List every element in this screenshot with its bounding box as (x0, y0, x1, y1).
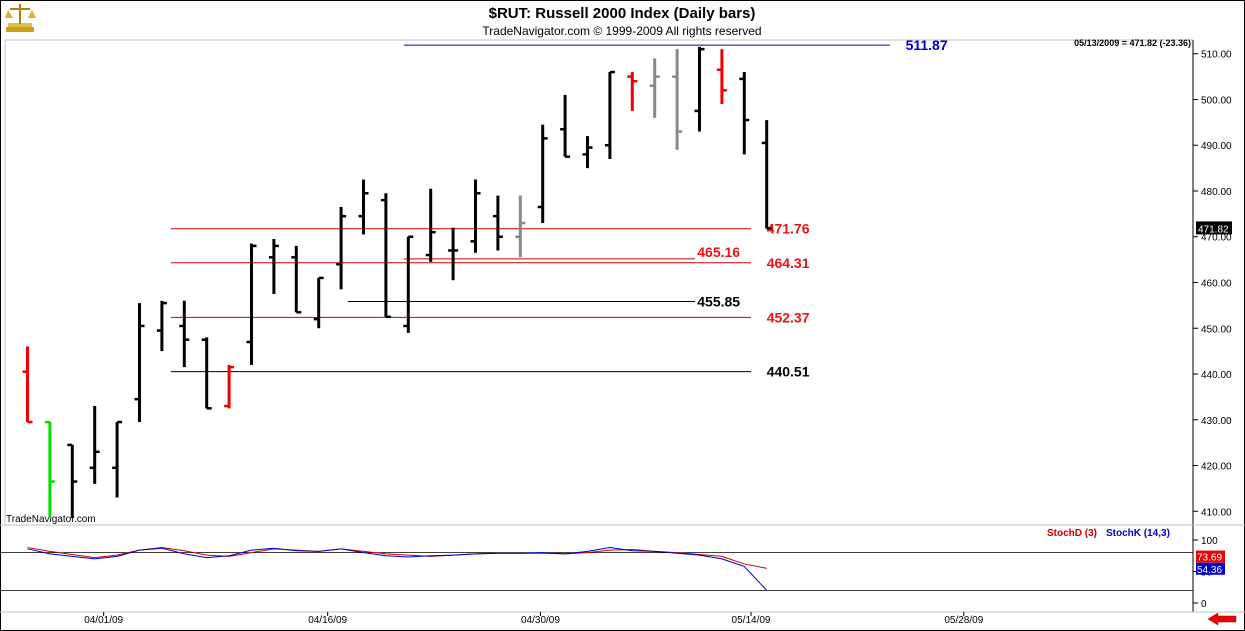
price-tick-label: 470.00 (1201, 233, 1232, 244)
ohlc-bar (672, 49, 683, 150)
ohlc-bar (358, 179, 369, 235)
ohlc-bar (604, 70, 615, 159)
stoch-tick-label: 100 (1201, 536, 1218, 547)
ohlc-bar (739, 72, 750, 155)
trade-navigator-logo-icon (5, 4, 36, 32)
ohlc-bar (425, 188, 436, 262)
price-tick-label: 480.00 (1201, 187, 1232, 198)
level-label: 440.51 (767, 364, 810, 380)
fibonacci-levels: 511.87 471.76 465.16 464.31 455.85 452.37 440.… (170, 37, 948, 380)
ohlc-bars (22, 46, 772, 519)
price-tick-label: 410.00 (1201, 507, 1232, 518)
ohlc-bar (403, 235, 414, 333)
ohlc-bar (582, 136, 593, 169)
ohlc-bar (224, 364, 235, 409)
level-label: 465.16 (697, 244, 740, 260)
ohlc-bar (492, 195, 503, 251)
ohlc-bar (627, 72, 638, 111)
ohlc-bar (761, 120, 772, 230)
ohlc-bar (67, 443, 78, 519)
date-tick-label: 04/01/09 (84, 615, 123, 626)
last-price-box (1196, 221, 1232, 235)
ohlc-bar (246, 243, 257, 365)
stochk-line (27, 547, 768, 591)
price-tick-label: 440.00 (1201, 370, 1232, 381)
stochd-legend: StochD (3) (1047, 528, 1097, 539)
ohlc-bar (313, 276, 324, 329)
price-tick-label: 500.00 (1201, 95, 1232, 106)
scroll-left-arrow-icon[interactable] (1207, 612, 1237, 626)
stochk-legend: StochK (14,3) (1106, 528, 1170, 539)
level-label: 455.85 (697, 293, 740, 309)
stochd-value: 73.69 (1197, 553, 1222, 564)
last-bar-info: 05/13/2009 = 471.82 (-23.36) (1074, 38, 1191, 48)
last-price-label: 471.82 (1198, 224, 1229, 235)
stochk-value: 54.36 (1197, 565, 1222, 576)
stochd-value-box (1196, 550, 1225, 563)
date-axis: 04/01/09 04/16/09 04/30/09 05/14/09 05/28/09 (84, 612, 984, 626)
ohlc-bar (268, 239, 279, 294)
ohlc-bar (156, 300, 167, 352)
level-label: 471.76 (767, 221, 810, 237)
ohlc-bar (716, 49, 727, 105)
ohlc-bar (44, 420, 55, 519)
price-tick-label: 420.00 (1201, 462, 1232, 473)
ohlc-bar (649, 58, 660, 118)
chart-subtitle: TradeNavigator.com © 1999-2009 All right… (482, 24, 761, 38)
date-tick-label: 04/16/09 (308, 615, 347, 626)
ohlc-bar (470, 179, 481, 253)
ohlc-bar (694, 46, 705, 132)
ohlc-bar (380, 193, 391, 319)
ohlc-bar (134, 303, 145, 423)
price-plot-area (4, 39, 1194, 526)
stoch-tick-label: 0 (1201, 599, 1207, 610)
ohlc-bar (515, 195, 526, 258)
ohlc-bar (201, 337, 212, 410)
chart-title: $RUT: Russell 2000 Index (Daily bars) (489, 5, 756, 22)
ohlc-bar (89, 406, 100, 484)
ohlc-bar (112, 420, 123, 498)
watermark: TradeNavigator.com (6, 514, 96, 525)
ohlc-bar (560, 94, 571, 158)
date-tick-label: 05/28/09 (944, 615, 983, 626)
ohlc-bar (448, 227, 459, 281)
last-price-marker: 471.82 (1196, 221, 1232, 235)
ohlc-bar (179, 300, 190, 368)
price-axis-ticks: 510.00 500.00 490.00 480.00 470.00 460.00 450.… (1193, 50, 1232, 518)
stochk-value-box (1196, 562, 1225, 575)
price-tick-label: 510.00 (1201, 50, 1232, 61)
price-tick-label: 460.00 (1201, 279, 1232, 290)
price-tick-label: 490.00 (1201, 141, 1232, 152)
level-label: 511.87 (906, 37, 948, 53)
price-tick-label: 430.00 (1201, 416, 1232, 427)
ohlc-bar (22, 346, 33, 424)
ohlc-bar (336, 207, 347, 290)
price-tick-label: 450.00 (1201, 324, 1232, 335)
ohlc-bar (537, 124, 548, 224)
level-label: 452.37 (767, 309, 810, 325)
date-tick-label: 04/30/09 (521, 615, 560, 626)
level-label: 464.31 (767, 255, 810, 271)
ohlc-bar (291, 245, 302, 314)
date-tick-label: 05/14/09 (732, 615, 771, 626)
